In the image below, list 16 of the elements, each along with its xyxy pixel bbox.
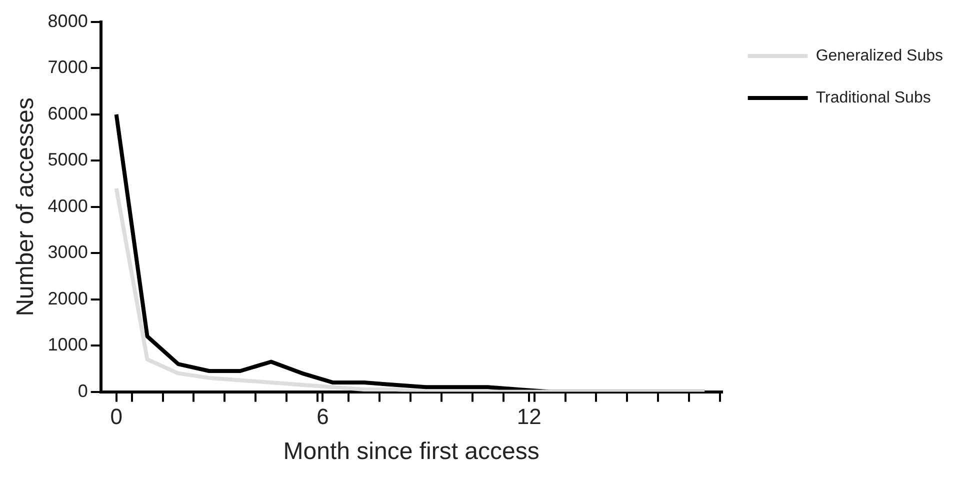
y-tick-label: 5000 xyxy=(48,150,88,170)
y-tick-label: 4000 xyxy=(48,196,88,216)
y-tick-label: 1000 xyxy=(48,334,88,355)
y-tick-label: 2000 xyxy=(48,288,88,308)
x-tick-label: 0 xyxy=(110,404,122,430)
y-tick-label: 3000 xyxy=(48,242,88,262)
y-axis-title: Number of accesses xyxy=(12,98,40,316)
legend-label: Generalized Subs xyxy=(816,47,943,64)
x-axis-title: Month since first access xyxy=(283,438,540,466)
x-tick-label: 12 xyxy=(516,404,542,430)
legend-label: Traditional Subs xyxy=(816,89,931,106)
y-tick-label: 0 xyxy=(78,380,88,401)
y-tick-label: 6000 xyxy=(48,103,88,124)
x-tick-label: 6 xyxy=(316,404,329,430)
y-tick-label: 7000 xyxy=(48,57,88,78)
y-tick-label: 8000 xyxy=(48,10,88,31)
